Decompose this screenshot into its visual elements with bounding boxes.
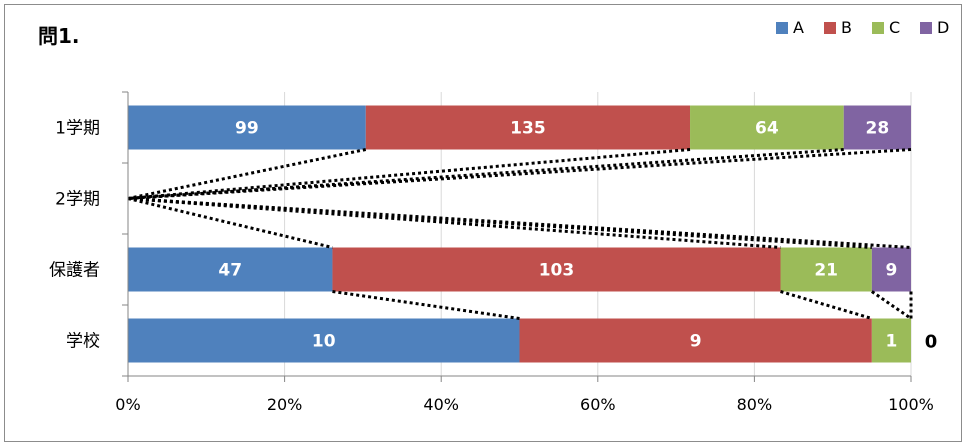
data-label: 10 [312,332,336,352]
series-line [127,148,367,200]
data-label: 28 [866,119,890,139]
category-label: 1学期 [55,119,100,139]
data-label: 21 [814,261,838,281]
x-tick-label: 60% [580,395,616,414]
data-label: 64 [755,119,779,139]
legend-swatch [920,22,932,34]
category-label: 保護者 [49,261,100,281]
x-tick-label: 0% [115,395,140,414]
data-label: 135 [510,119,546,139]
series-line [127,197,333,249]
data-label: 1 [886,332,898,352]
bar-segment [780,247,872,292]
legend-label: C [889,18,900,37]
series-line [780,290,873,320]
bar-segment [128,105,366,150]
series-line [127,148,912,200]
legend-swatch [872,22,884,34]
series-lines-layer [127,148,913,320]
bar-segment [519,318,872,363]
x-tick-label: 80% [737,395,773,414]
bar-segment [843,105,911,150]
x-tick-label: 20% [267,395,303,414]
bars-layer [128,105,911,363]
series-line [870,290,912,320]
outside-data-label: 0 [925,332,938,353]
legend: A B C D [776,18,949,37]
data-label: 99 [235,119,259,139]
series-line [332,290,520,320]
legend-swatch [824,22,836,34]
data-label: 9 [886,261,898,281]
series-line [127,148,844,200]
bar-segment [690,105,844,150]
x-tick-label: 100% [888,395,934,414]
x-tick-label: 40% [423,395,459,414]
bar-segment [332,247,781,292]
legend-label: D [937,18,949,37]
legend-swatch [776,22,788,34]
bar-segment [365,105,691,150]
series-line [127,148,691,200]
axis-layer: 0% 20% 40% 60% 80% 100% [115,91,934,414]
bar-segment [128,318,520,363]
series-line [127,197,912,249]
bar-segment [871,247,911,292]
data-label: 103 [539,261,575,281]
category-label: 学校 [66,332,100,352]
data-label: 9 [690,332,702,352]
legend-label: B [841,18,852,37]
bar-segment [871,318,911,363]
legend-label: A [793,18,804,37]
chart-title: 問1. [38,24,80,48]
bar-segment [128,247,333,292]
data-label: 47 [218,261,242,281]
category-label: 2学期 [55,190,100,210]
